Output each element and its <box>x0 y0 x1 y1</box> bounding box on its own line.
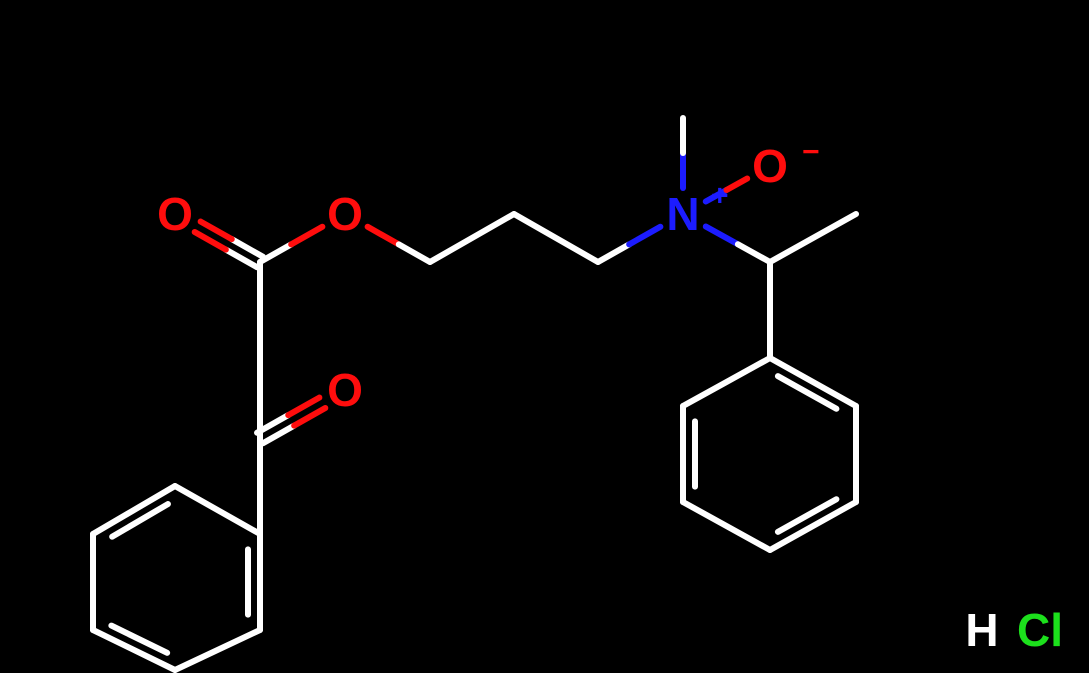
charge-N15: + <box>711 180 729 213</box>
atom-label-O8: O <box>157 188 193 240</box>
molecule-diagram: O O O N O H Cl + − <box>0 0 1089 673</box>
atom-label-O9: O <box>327 188 363 240</box>
charge-O18: − <box>802 136 820 169</box>
background <box>0 0 1089 673</box>
atom-label-O11: O <box>327 364 363 416</box>
atom-label-Cl27: Cl <box>1017 604 1063 656</box>
atom-label-H26: H <box>965 604 998 656</box>
atom-label-N15: N <box>666 188 699 240</box>
atom-label-O18: O <box>752 140 788 192</box>
